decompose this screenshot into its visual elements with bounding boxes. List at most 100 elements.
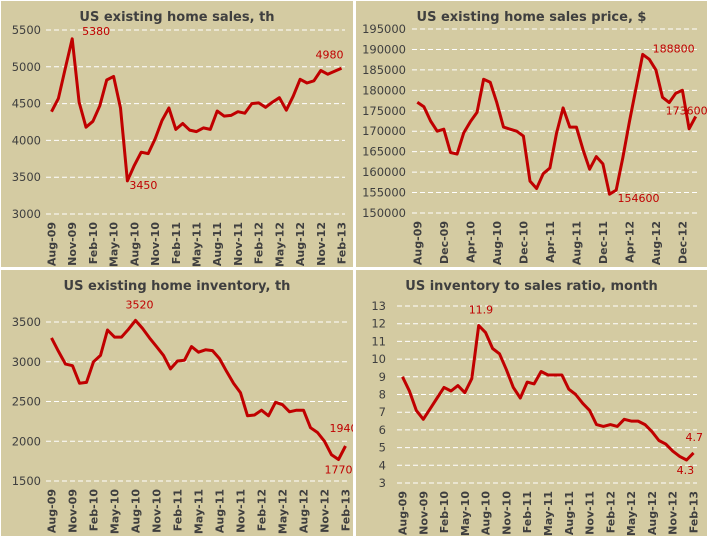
y-tick-label: 185000 xyxy=(362,63,406,77)
x-tick-label: Feb-11 xyxy=(170,222,183,264)
x-tick-label: Aug-09 xyxy=(45,222,58,266)
y-tick-label: 5500 xyxy=(12,23,41,37)
y-tick-label: 8 xyxy=(379,388,386,402)
x-tick-label: Aug-10 xyxy=(128,222,141,266)
y-tick-label: 13 xyxy=(371,299,386,313)
y-tick-label: 3 xyxy=(379,476,386,490)
x-tick-label: Aug-12 xyxy=(294,222,307,266)
x-tick-label: May-12 xyxy=(273,222,286,267)
y-tick-label: 9 xyxy=(379,370,386,384)
y-tick-label: 4 xyxy=(379,458,386,472)
x-tick-label: Nov-11 xyxy=(235,489,248,533)
y-tick-label: 4500 xyxy=(12,97,41,111)
y-tick-label: 170000 xyxy=(362,124,406,138)
line-chart: US existing home sales, th30003500400045… xyxy=(1,1,353,267)
x-tick-label: Dec-10 xyxy=(517,221,530,264)
x-tick-label: Feb-13 xyxy=(340,489,353,531)
chart-title: US inventory to sales ratio, month xyxy=(405,279,657,294)
x-tick-label: Feb-12 xyxy=(604,491,617,533)
x-tick-label: May-11 xyxy=(542,491,555,536)
x-tick-label: Aug-10 xyxy=(480,491,493,535)
x-tick-label: Feb-12 xyxy=(253,222,266,264)
data-label: 4.7 xyxy=(686,431,704,444)
x-tick-label: Nov-10 xyxy=(500,491,513,535)
x-tick-label: Aug-11 xyxy=(214,489,227,533)
series-line xyxy=(52,39,342,181)
y-tick-label: 175000 xyxy=(362,104,406,118)
y-tick-label: 3500 xyxy=(12,170,41,184)
x-tick-label: Nov-09 xyxy=(67,489,80,533)
line-chart: US inventory to sales ratio, month 3 4 5 6 7 8… xyxy=(356,270,707,536)
y-tick-label: 180000 xyxy=(362,83,406,97)
x-tick-label: Feb-12 xyxy=(256,489,269,531)
x-tick-label: Nov-12 xyxy=(315,222,328,266)
x-tick-label: Aug-12 xyxy=(650,221,663,265)
x-tick-label: Apr-10 xyxy=(464,221,477,263)
x-tick-label: Aug-09 xyxy=(46,489,59,533)
x-tick-label: Apr-12 xyxy=(623,221,636,263)
x-tick-label: Nov-11 xyxy=(232,222,245,266)
x-tick-label: Nov-12 xyxy=(319,489,332,533)
x-tick-label: Nov-11 xyxy=(584,491,597,535)
x-tick-label: Aug-09 xyxy=(411,221,424,265)
y-tick-label: 7 xyxy=(379,405,386,419)
x-tick-label: Aug-11 xyxy=(570,221,583,265)
x-tick-label: Dec-09 xyxy=(438,221,451,264)
x-tick-label: Aug-11 xyxy=(563,491,576,535)
x-tick-label: Feb-10 xyxy=(88,489,101,532)
chart-title: US existing home sales, th xyxy=(79,10,274,25)
y-tick-label: 155000 xyxy=(362,186,406,200)
x-tick-label: Aug-10 xyxy=(491,221,504,265)
x-tick-label: Nov-09 xyxy=(66,222,79,266)
x-tick-label: May-12 xyxy=(625,491,638,536)
x-tick-label: Nov-09 xyxy=(417,491,430,535)
x-tick-label: Nov-12 xyxy=(667,491,680,535)
x-tick-label: Feb-10 xyxy=(87,222,100,265)
x-tick-label: Aug-12 xyxy=(298,489,311,533)
x-tick-label: May-10 xyxy=(108,222,121,267)
chart-title: US existing home sales price, $ xyxy=(417,10,647,25)
x-tick-label: Feb-13 xyxy=(336,222,349,264)
y-tick-label: 10 xyxy=(371,352,386,366)
x-tick-label: May-11 xyxy=(193,489,206,534)
chart-panel: US inventory to sales ratio, month 3 4 5 6 7 8… xyxy=(356,270,707,536)
line-chart: US existing home inventory, th1500200025… xyxy=(1,270,353,536)
x-tick-label: Aug-11 xyxy=(211,222,224,266)
y-tick-label: 195000 xyxy=(362,22,406,36)
x-tick-label: Feb-11 xyxy=(172,489,185,531)
series-line xyxy=(52,320,346,459)
data-label: 1940 xyxy=(330,422,354,435)
x-tick-label: May-10 xyxy=(459,491,472,536)
data-label: 1770 xyxy=(325,464,353,477)
x-tick-label: Aug-09 xyxy=(396,491,409,535)
x-tick-label: Dec-12 xyxy=(676,221,689,264)
y-tick-label: 6 xyxy=(379,423,386,437)
y-tick-label: 190000 xyxy=(362,42,406,56)
x-tick-label: May-11 xyxy=(191,222,204,267)
data-label: 4.3 xyxy=(677,464,695,477)
y-tick-label: 165000 xyxy=(362,145,406,159)
series-line xyxy=(417,54,695,194)
x-tick-label: Aug-10 xyxy=(130,489,143,533)
y-tick-label: 3000 xyxy=(12,355,41,369)
y-tick-label: 11 xyxy=(371,334,386,348)
data-label: 3450 xyxy=(129,179,157,192)
x-tick-label: Nov-10 xyxy=(151,489,164,533)
data-label: 3520 xyxy=(126,298,154,311)
y-tick-label: 5 xyxy=(379,441,386,455)
x-tick-label: May-12 xyxy=(277,489,290,534)
x-tick-label: May-10 xyxy=(109,489,122,534)
data-label: 188800 xyxy=(653,42,695,55)
y-tick-label: 4000 xyxy=(12,133,41,147)
data-label: 4980 xyxy=(316,48,344,61)
data-label: 5380 xyxy=(82,25,110,38)
x-tick-label: Apr-11 xyxy=(544,221,557,263)
x-tick-label: Feb-10 xyxy=(438,491,451,534)
y-tick-label: 5000 xyxy=(12,60,41,74)
y-tick-label: 2000 xyxy=(12,434,41,448)
x-tick-label: Nov-10 xyxy=(149,222,162,266)
x-tick-label: Dec-11 xyxy=(597,221,610,264)
